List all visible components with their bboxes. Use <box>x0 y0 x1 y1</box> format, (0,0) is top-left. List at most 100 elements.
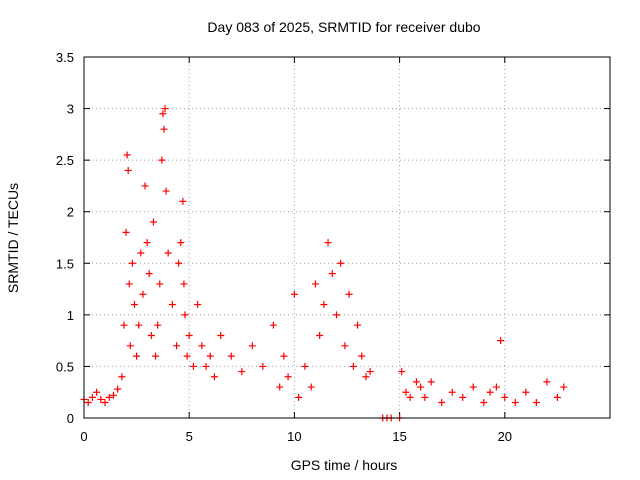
data-point <box>307 383 315 391</box>
data-point <box>301 362 309 370</box>
data-point <box>427 378 435 386</box>
data-point <box>123 151 131 159</box>
data-point <box>469 383 477 391</box>
data-point <box>248 342 256 350</box>
y-axis-label: SRMTID / TECUs <box>5 183 21 293</box>
data-point <box>337 259 345 267</box>
data-point <box>128 259 136 267</box>
y-tick-label: 1 <box>67 308 74 323</box>
data-point <box>124 166 132 174</box>
data-point <box>185 331 193 339</box>
data-point <box>180 280 188 288</box>
data-point <box>173 342 181 350</box>
data-point <box>137 249 145 257</box>
data-point <box>284 373 292 381</box>
data-point <box>88 393 96 401</box>
data-point <box>158 156 166 164</box>
data-point <box>135 321 143 329</box>
data-point <box>114 385 122 393</box>
data-point <box>105 393 113 401</box>
grid <box>84 57 610 418</box>
data-point <box>183 352 191 360</box>
x-tick-label: 10 <box>287 429 301 444</box>
data-point <box>522 388 530 396</box>
data-point <box>210 373 218 381</box>
data-point <box>109 391 117 399</box>
data-point <box>97 395 105 403</box>
data-point <box>145 270 153 278</box>
data-point <box>362 373 370 381</box>
data-point <box>175 259 183 267</box>
data-point <box>417 383 425 391</box>
data-point <box>101 399 109 407</box>
data-point <box>459 393 467 401</box>
data-point <box>349 362 357 370</box>
data-point <box>194 301 202 309</box>
data-point <box>553 393 561 401</box>
data-point <box>198 342 206 350</box>
data-point <box>164 249 172 257</box>
data-point <box>328 270 336 278</box>
data-point <box>501 393 509 401</box>
chart-title: Day 083 of 2025, SRMTID for receiver dub… <box>207 19 480 35</box>
data-point <box>366 368 374 376</box>
y-tick-label: 2 <box>67 205 74 220</box>
data-point <box>161 105 169 113</box>
data-point <box>130 301 138 309</box>
data-point <box>448 388 456 396</box>
data-point <box>269 321 277 329</box>
data-point <box>154 321 162 329</box>
data-point <box>84 399 92 407</box>
data-point <box>354 321 362 329</box>
data-point <box>332 311 340 319</box>
data-point <box>511 399 519 407</box>
data-point <box>149 218 157 226</box>
data-point <box>532 399 540 407</box>
y-tick-label: 3.5 <box>56 50 74 65</box>
data-point <box>486 388 494 396</box>
data-point <box>412 378 420 386</box>
data-point <box>168 301 176 309</box>
data-point <box>259 362 267 370</box>
y-tick-label: 1.5 <box>56 256 74 271</box>
data-point <box>162 187 170 195</box>
x-tick-label: 15 <box>392 429 406 444</box>
data-point <box>480 399 488 407</box>
data-point <box>143 239 151 247</box>
data-point <box>179 197 187 205</box>
data-point <box>227 352 235 360</box>
data-point <box>560 383 568 391</box>
data-point <box>406 393 414 401</box>
data-point <box>206 352 214 360</box>
data-point <box>345 290 353 298</box>
data-point <box>358 352 366 360</box>
x-axis-label: GPS time / hours <box>291 457 398 473</box>
y-tick-label: 0.5 <box>56 359 74 374</box>
x-tick-label: 20 <box>498 429 512 444</box>
data-point <box>324 239 332 247</box>
data-point <box>341 342 349 350</box>
data-point <box>421 393 429 401</box>
x-tick-label: 5 <box>186 429 193 444</box>
data-point <box>159 110 167 118</box>
data-point <box>139 290 147 298</box>
data-point <box>122 228 130 236</box>
y-tick-label: 3 <box>67 102 74 117</box>
data-point <box>202 362 210 370</box>
plot-border <box>83 56 611 419</box>
data-point <box>492 383 500 391</box>
data-point <box>316 331 324 339</box>
data-point <box>280 352 288 360</box>
data-point <box>147 331 155 339</box>
tick-labels: 0 0.5 1 1.5 2 2.5 3 3.5 0 5 10 15 20 <box>56 50 512 444</box>
data-point <box>320 301 328 309</box>
y-tick-label: 0 <box>67 411 74 426</box>
data-point <box>160 125 168 133</box>
data-point <box>402 388 410 396</box>
data-point <box>311 280 319 288</box>
data-points <box>80 105 568 422</box>
data-point <box>189 362 197 370</box>
data-point <box>497 337 505 345</box>
